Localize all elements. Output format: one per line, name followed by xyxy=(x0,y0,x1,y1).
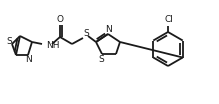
Text: O: O xyxy=(57,15,64,25)
Text: Cl: Cl xyxy=(164,15,173,25)
Text: N: N xyxy=(26,54,32,64)
Text: N: N xyxy=(105,25,111,33)
Text: S: S xyxy=(83,30,89,38)
Text: S: S xyxy=(98,54,104,64)
Text: S: S xyxy=(6,38,12,46)
Text: NH: NH xyxy=(46,40,60,50)
